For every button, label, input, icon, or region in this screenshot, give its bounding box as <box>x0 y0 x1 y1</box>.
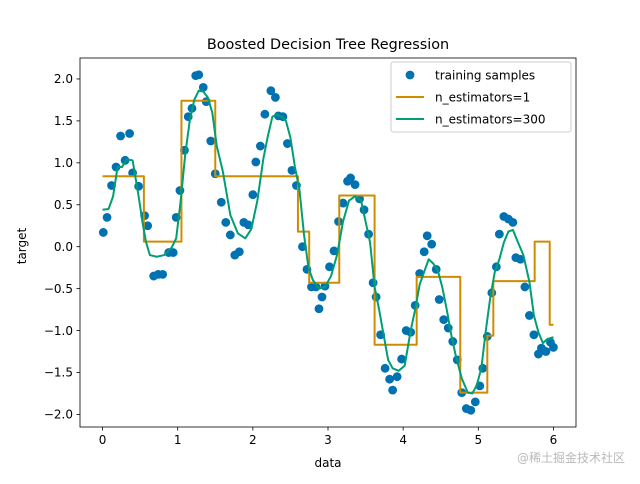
series-line-1 <box>102 99 554 394</box>
data-point <box>260 109 270 119</box>
y-tick-label: −0.5 <box>44 282 73 296</box>
chart-title: Boosted Decision Tree Regression <box>207 37 449 53</box>
data-point <box>248 190 258 200</box>
legend-marker <box>405 70 415 80</box>
data-point <box>380 363 390 373</box>
data-point <box>325 262 334 272</box>
data-point <box>329 246 339 256</box>
plot-area <box>98 70 558 415</box>
data-point <box>270 93 280 102</box>
data-point <box>385 374 395 384</box>
data-point <box>255 141 265 151</box>
data-point <box>427 239 437 249</box>
x-tick-label: 0 <box>99 433 107 447</box>
data-point <box>266 86 276 96</box>
x-axis-label: data <box>314 456 341 470</box>
data-point <box>194 70 204 80</box>
y-tick-label: 0.0 <box>54 240 73 254</box>
data-point <box>338 198 348 208</box>
data-point <box>314 304 324 314</box>
y-tick-label: 1.0 <box>54 156 73 170</box>
data-point <box>168 248 178 257</box>
data-point <box>470 397 480 407</box>
y-tick-label: 2.0 <box>54 72 73 86</box>
x-tick-label: 5 <box>474 433 482 447</box>
legend-label: n_estimators=300 <box>435 112 546 126</box>
y-tick-label: −1.0 <box>44 324 73 338</box>
data-point <box>287 165 297 175</box>
y-axis-label: target <box>15 227 29 264</box>
data-point <box>466 405 476 415</box>
data-point <box>125 129 134 138</box>
y-tick-label: −1.5 <box>44 366 73 380</box>
legend-box <box>390 61 572 133</box>
data-point <box>520 282 530 292</box>
data-point <box>397 354 407 364</box>
data-point <box>508 217 518 227</box>
x-tick-label: 2 <box>249 433 257 447</box>
data-point <box>541 347 551 356</box>
data-point <box>143 221 153 231</box>
y-tick-label: 1.5 <box>54 114 73 128</box>
data-point <box>251 157 261 167</box>
y-tick-label: −2.0 <box>44 408 73 422</box>
legend: training samples n_estimators=1 n_estimato… <box>390 61 572 133</box>
x-tick-label: 4 <box>399 433 407 447</box>
data-point <box>102 212 112 222</box>
data-point <box>439 315 449 325</box>
data-point <box>549 342 558 352</box>
data-point <box>392 372 402 382</box>
data-point <box>494 229 504 239</box>
data-point <box>158 269 168 279</box>
data-point <box>346 173 355 183</box>
data-point <box>111 162 121 172</box>
data-point <box>225 230 235 240</box>
data-point <box>116 131 125 141</box>
axes: 0 1 2 3 4 5 6 −2.0 −1.5 −1.0 −0.5 0.0 0.5 1.0 1.5 2.0 <box>44 57 577 447</box>
data-point <box>206 136 216 146</box>
y-tick-label: 0.5 <box>54 198 73 212</box>
data-point <box>243 220 253 230</box>
x-tick-label: 1 <box>174 433 182 447</box>
x-tick-label: 6 <box>550 433 558 447</box>
data-point <box>350 180 360 190</box>
data-point <box>419 247 429 257</box>
data-point <box>515 254 525 264</box>
data-point <box>529 330 539 340</box>
watermark: @稀土掘金技术社区 <box>517 450 625 465</box>
data-point <box>283 139 292 148</box>
legend-label: training samples <box>435 68 535 82</box>
legend-label: n_estimators=1 <box>435 90 530 104</box>
data-point <box>175 186 185 195</box>
x-tick-label: 3 <box>324 433 332 447</box>
data-point <box>317 292 327 302</box>
data-point <box>216 197 226 207</box>
data-point <box>434 295 444 304</box>
data-point <box>234 247 244 257</box>
data-point <box>388 385 398 395</box>
data-point <box>221 217 231 227</box>
data-point <box>525 311 534 320</box>
series-line-2 <box>102 89 554 395</box>
data-point <box>422 231 432 241</box>
data-point <box>198 82 208 92</box>
data-point <box>98 228 108 237</box>
